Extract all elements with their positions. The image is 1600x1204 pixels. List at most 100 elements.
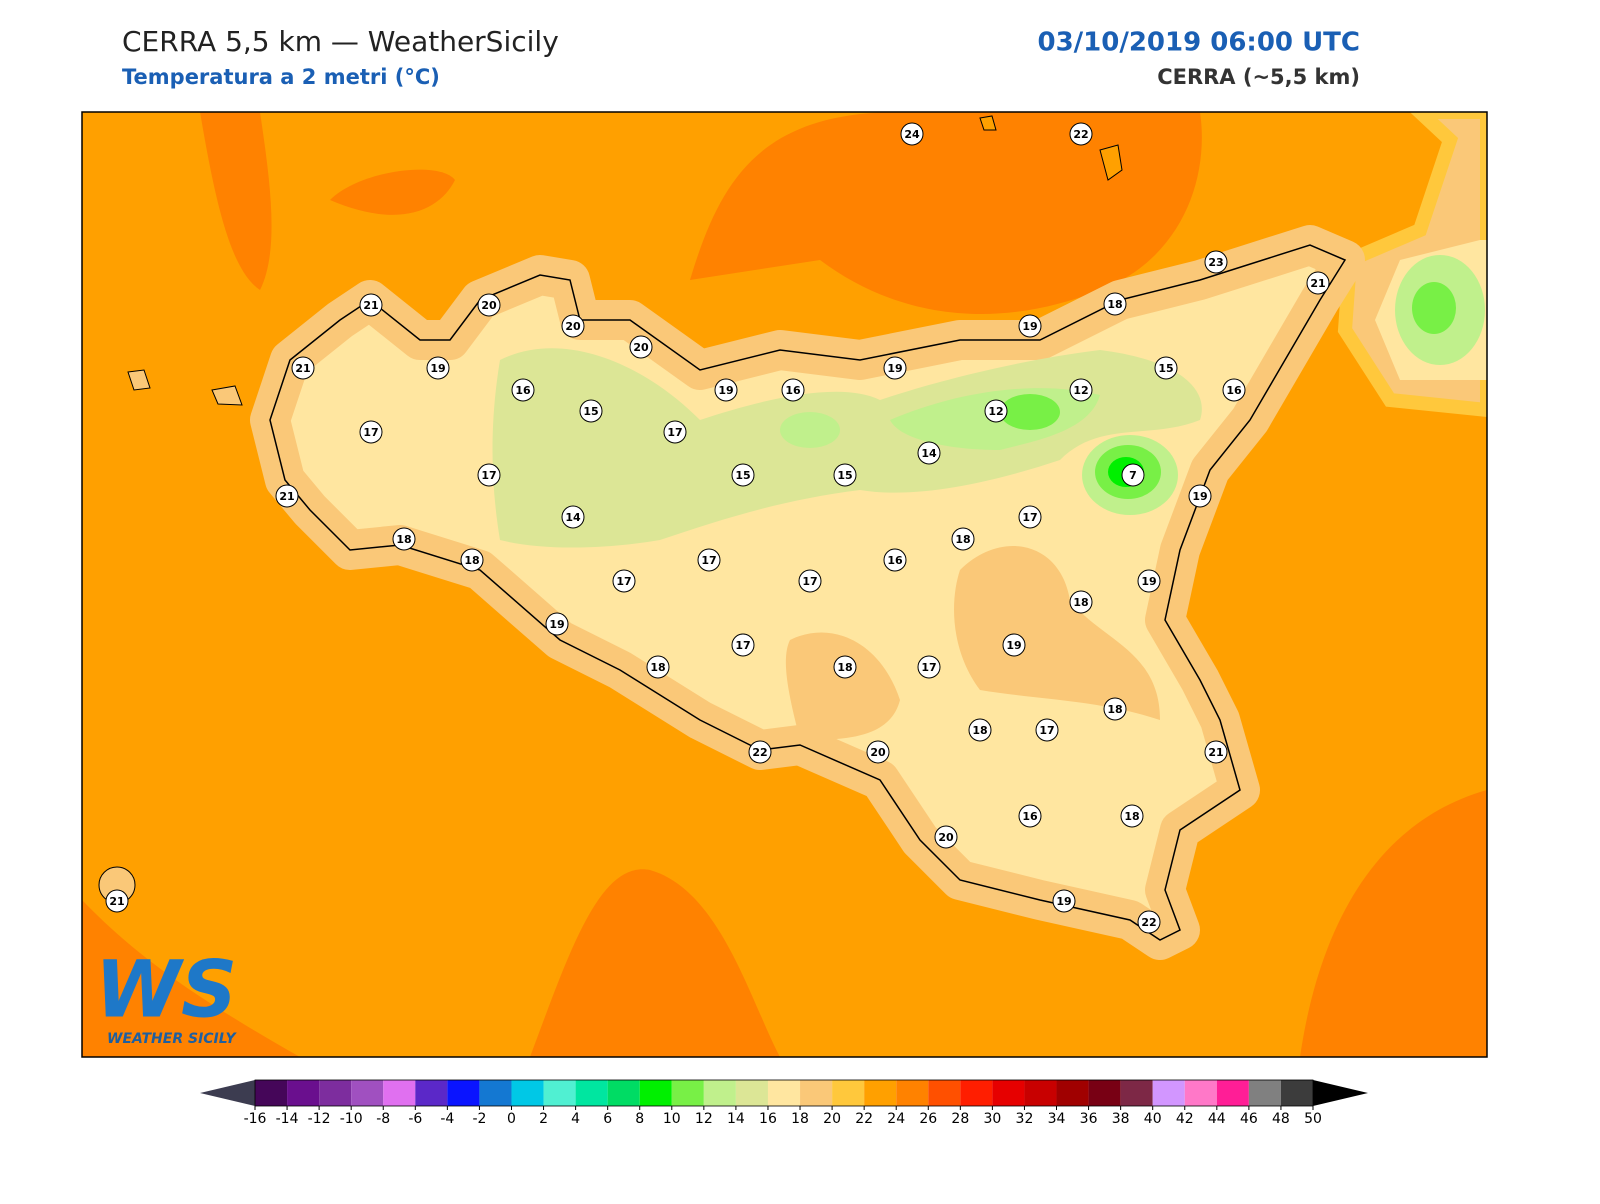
station-value: 20: [938, 831, 954, 844]
station-marker: [833, 463, 857, 487]
station-value: 17: [701, 554, 716, 567]
warm-area: [530, 869, 780, 1057]
station-value: 18: [837, 661, 852, 674]
warm-area: [82, 900, 300, 1057]
colorbar-box: [671, 1080, 704, 1106]
model-label: CERRA (~5,5 km): [1157, 65, 1360, 89]
station-value: 15: [735, 469, 750, 482]
station-value: 18: [464, 554, 479, 567]
colorbar-tick-label: 48: [1272, 1111, 1290, 1127]
subtitle: Temperatura a 2 metri (°C): [122, 65, 440, 89]
colorbar-tick-label: -14: [276, 1111, 299, 1127]
station-marker: [1137, 569, 1161, 593]
colorbar-tick-label: 8: [635, 1111, 644, 1127]
station-value: 17: [363, 426, 378, 439]
colorbar-tick-label: 0: [507, 1111, 516, 1127]
station-value: 18: [650, 661, 665, 674]
colorbar-tick-label: 36: [1080, 1111, 1098, 1127]
colorbar-frame: [254, 1079, 1314, 1107]
warm-area: [1300, 790, 1487, 1057]
station-value: 19: [1022, 320, 1037, 333]
colorbar-tick-label: 34: [1048, 1111, 1066, 1127]
station-value: 21: [109, 895, 124, 908]
station-marker: [1120, 804, 1144, 828]
colorbar-box: [992, 1080, 1025, 1106]
station-value: 19: [887, 362, 902, 375]
station-marker: [934, 825, 958, 849]
land-cold: [1412, 282, 1456, 334]
station-value: 19: [1141, 575, 1156, 588]
island: [979, 115, 997, 131]
station-marker: [1103, 292, 1127, 316]
colorbar-tick-label: 6: [603, 1111, 612, 1127]
map-frame: [81, 111, 1488, 1058]
station-value: 14: [565, 511, 581, 524]
colorbar-tick-label: -2: [472, 1111, 486, 1127]
colorbar-tick-label: 30: [983, 1111, 1001, 1127]
station-marker: [477, 463, 501, 487]
station-value: 22: [1141, 916, 1156, 929]
station-marker: [900, 122, 924, 146]
station-marker: [629, 335, 653, 359]
colorbar-tick-label: 28: [951, 1111, 969, 1127]
colorbar-box: [928, 1080, 961, 1106]
colorbar-tick-label: 44: [1208, 1111, 1226, 1127]
station-value: 15: [583, 405, 598, 418]
colorbar-box: [447, 1080, 480, 1106]
station-marker: [291, 356, 315, 380]
station-marker: [646, 655, 670, 679]
station-value: 19: [1192, 490, 1207, 503]
station-value: 16: [515, 384, 531, 397]
station-marker: [883, 548, 907, 572]
station-marker: [1069, 590, 1093, 614]
station-value: 24: [904, 128, 920, 141]
station-value: 17: [616, 575, 631, 588]
land-warm: [954, 546, 1160, 720]
station-marker: [1035, 718, 1059, 742]
station-value: 19: [430, 362, 445, 375]
colorbar-over: [1313, 1080, 1368, 1106]
station-value: 18: [1107, 298, 1122, 311]
station-marker: [968, 718, 992, 742]
station-marker: [545, 612, 569, 636]
map: WS WEATHER SICILY: [81, 111, 1488, 1058]
land-warm: [785, 632, 900, 740]
station-value: 16: [1022, 810, 1038, 823]
station-value: 17: [802, 575, 817, 588]
station-marker: [714, 378, 738, 402]
station-marker: [460, 548, 484, 572]
station-marker: [833, 655, 857, 679]
colorbar-box: [1248, 1080, 1281, 1106]
colorbar-box: [800, 1080, 833, 1106]
station-marker: [1121, 463, 1145, 487]
colorbar-tick-label: 16: [759, 1111, 777, 1127]
logo-subtext: WEATHER SICILY: [107, 1031, 238, 1047]
station-value: 21: [295, 362, 310, 375]
colorbar-tick-label: -8: [376, 1111, 390, 1127]
station-value: 22: [1073, 128, 1088, 141]
station-value: 22: [752, 746, 767, 759]
colorbar-tick-label: 40: [1144, 1111, 1162, 1127]
colorbar-tick-label: 24: [887, 1111, 905, 1127]
station-value: 16: [887, 554, 903, 567]
colorbar-tick-label: 2: [539, 1111, 548, 1127]
colorbar-box: [1056, 1080, 1089, 1106]
land-cold: [1000, 394, 1060, 430]
station-value: 17: [667, 426, 682, 439]
colorbar-tick-label: 46: [1240, 1111, 1258, 1127]
station-marker: [359, 420, 383, 444]
warm-area: [690, 112, 1202, 314]
station-marker: [359, 293, 383, 317]
station-marker: [1204, 250, 1228, 274]
station-value: 18: [1107, 703, 1122, 716]
station-value: 12: [1073, 384, 1088, 397]
colorbar-box: [1216, 1080, 1249, 1106]
colorbar-box: [735, 1080, 768, 1106]
colorbar-tick-label: 42: [1176, 1111, 1194, 1127]
station-value: 16: [1226, 384, 1242, 397]
station-marker: [1154, 356, 1178, 380]
station-marker: [511, 378, 535, 402]
station-value: 19: [549, 618, 564, 631]
colorbar-box: [511, 1080, 544, 1106]
